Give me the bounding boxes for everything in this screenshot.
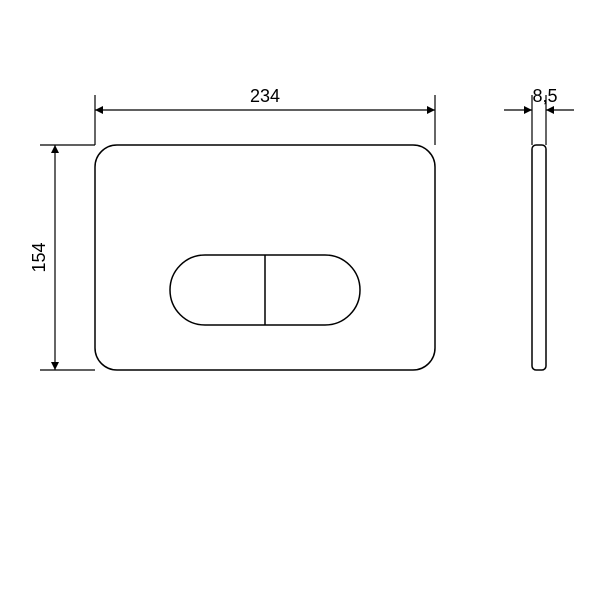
dim-label-depth: 8,5 (532, 86, 557, 106)
dim-label-height: 154 (29, 242, 49, 272)
dim-label-width: 234 (250, 86, 280, 106)
side-plate (532, 145, 546, 370)
